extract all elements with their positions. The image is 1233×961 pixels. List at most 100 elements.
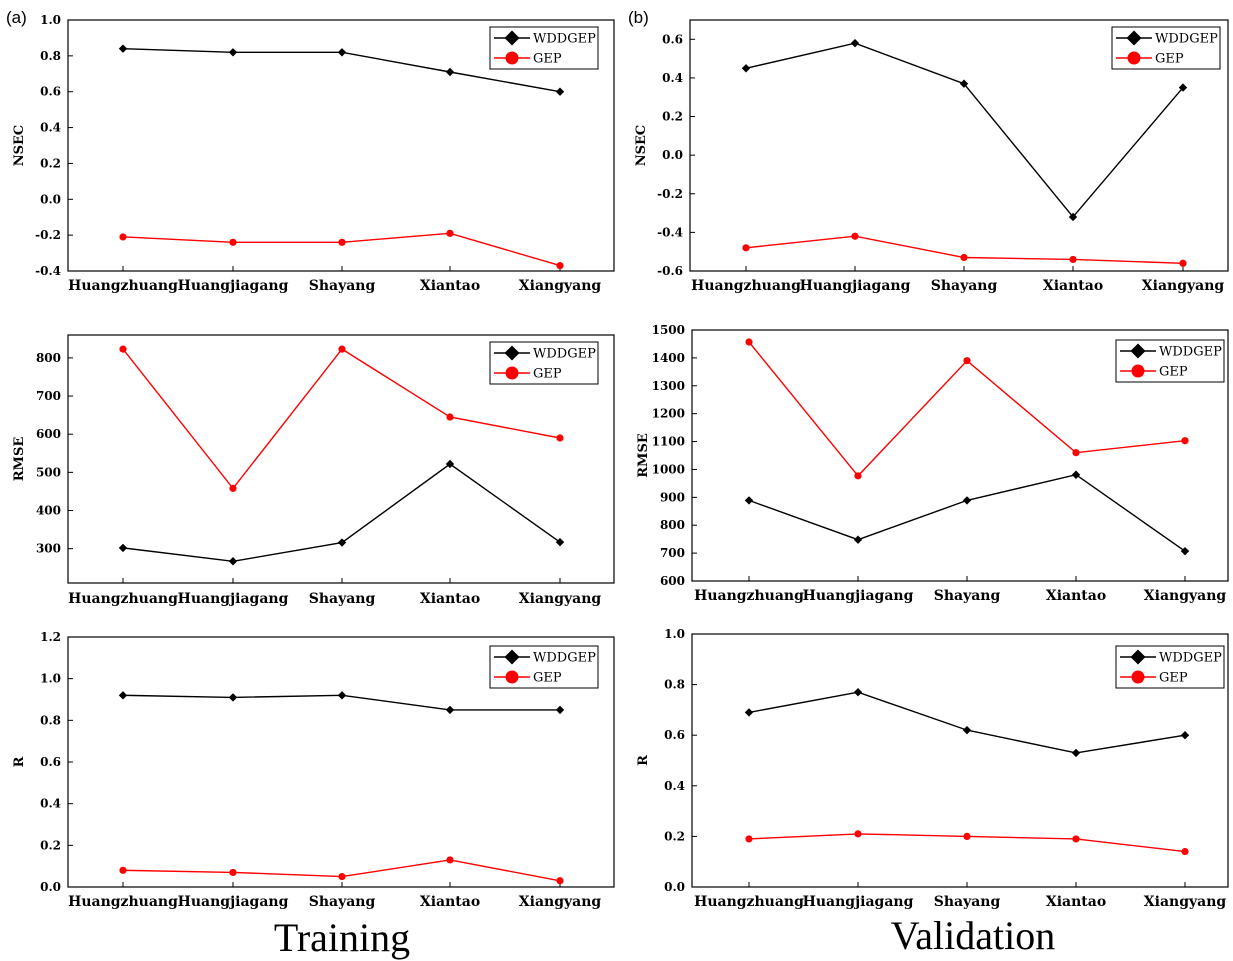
legend-label-wddgep: WDDGEP [1155, 32, 1218, 47]
point-gep-huangjiagang [229, 868, 237, 877]
x-tick-label-huangjiagang: Huangjiagang [803, 894, 914, 910]
y-tick-label: 0.2 [662, 110, 683, 124]
plot-frame [689, 19, 1229, 272]
x-tick-label-xiangyang: Xiangyang [519, 894, 602, 910]
y-tick-label: 1300 [652, 379, 685, 393]
point-wddgep-huangzhuang [118, 691, 128, 700]
y-tick-label: 0.4 [40, 797, 61, 811]
y-tick-label: 0.8 [40, 49, 61, 63]
y-tick-label: 1.0 [40, 672, 61, 686]
point-wddgep-shayang [959, 79, 969, 88]
point-wddgep-huangjiagang [228, 557, 238, 566]
legend-label-gep: GEP [1159, 365, 1188, 380]
point-wddgep-huangzhuang [744, 496, 754, 505]
y-tick-label: 1500 [652, 323, 685, 337]
legend-label-wddgep: WDDGEP [533, 347, 596, 362]
x-tick-label-xiantao: Xiantao [1046, 588, 1106, 604]
legend: WDDGEP GEP [489, 645, 599, 689]
point-wddgep-shayang [962, 725, 972, 735]
chart-val-r: 0.0 0.2 0.4 0.6 0.8 1.0 HuangzhuangHuangjiagan… [636, 627, 1229, 910]
x-tick-label-xiangyang: Xiangyang [519, 591, 602, 607]
point-wddgep-shayang [337, 48, 347, 57]
y-tick-label: 500 [36, 465, 61, 479]
x-tick-label-xiangyang: Xiangyang [1144, 894, 1227, 910]
y-tick-label: 0.2 [40, 838, 61, 852]
y-tick-label: 1400 [652, 351, 685, 365]
series-line-wddgep [748, 473, 1186, 552]
point-gep-xiangyang [1181, 437, 1189, 445]
point-gep-shayang [963, 357, 971, 365]
y-tick-label: 0.0 [664, 880, 685, 894]
plot-frame [67, 334, 615, 584]
legend-label-gep: GEP [533, 671, 562, 686]
legend-marker-gep [505, 366, 519, 380]
y-tick-label: 900 [660, 490, 685, 504]
point-wddgep-xiantao [1071, 470, 1081, 479]
point-wddgep-huangzhuang [744, 708, 754, 717]
point-wddgep-shayang [337, 538, 347, 547]
legend-label-wddgep: WDDGEP [1159, 345, 1222, 360]
point-wddgep-huangzhuang [118, 543, 128, 553]
point-wddgep-xiangyang [555, 87, 565, 96]
point-wddgep-xiangyang [555, 537, 565, 547]
legend-label-wddgep: WDDGEP [533, 32, 596, 47]
plot-frame [691, 633, 1229, 888]
point-wddgep-huangjiagang [228, 48, 238, 57]
point-gep-xiantao [1072, 835, 1080, 843]
y-tick-label: 0.0 [662, 148, 683, 162]
legend-marker-gep [1127, 51, 1141, 65]
caption-validation: Validation [891, 913, 1055, 958]
legend-marker-gep [505, 670, 519, 684]
point-gep-xiangyang [1179, 259, 1187, 267]
legend: WDDGEP GEP [1115, 339, 1225, 383]
y-axis-label: RMSE [636, 433, 651, 478]
x-tick-label-shayang: Shayang [309, 894, 376, 910]
point-gep-xiangyang [556, 434, 564, 442]
x-tick-label-shayang: Shayang [934, 894, 1001, 910]
point-gep-huangjiagang [229, 238, 237, 246]
legend: WDDGEP GEP [1111, 26, 1221, 70]
y-tick-label: 300 [36, 542, 61, 556]
point-wddgep-shayang [962, 496, 972, 505]
y-tick-label: -0.4 [35, 264, 61, 278]
point-gep-xiangyang [1181, 847, 1189, 856]
y-tick-label: 1000 [652, 462, 685, 476]
y-tick-label: -0.2 [657, 187, 683, 201]
point-wddgep-huangzhuang [118, 44, 128, 53]
point-wddgep-huangjiagang [850, 38, 860, 48]
y-tick-label: 700 [36, 389, 61, 403]
point-gep-xiangyang [556, 262, 564, 270]
y-tick-label: -0.2 [35, 228, 61, 242]
x-tick-label-huangzhuang: Huangzhuang [68, 894, 178, 910]
point-wddgep-xiantao [1071, 748, 1081, 758]
y-tick-label: 1.0 [664, 627, 685, 641]
x-tick-label-shayang: Shayang [309, 278, 376, 294]
legend-marker-wddgep [504, 30, 520, 46]
legend-marker-gep [1131, 364, 1145, 378]
point-wddgep-xiangyang [1180, 546, 1190, 556]
y-tick-label: 0.8 [664, 678, 685, 692]
legend-marker-wddgep [1130, 649, 1146, 665]
legend-label-wddgep: WDDGEP [1159, 651, 1222, 666]
y-tick-label: -0.6 [657, 264, 683, 278]
y-axis-label: NSEC [634, 125, 649, 167]
x-tick-label-xiantao: Xiantao [420, 591, 480, 607]
point-gep-huangzhuang [742, 244, 750, 252]
panel-label-validation: (b) [628, 8, 649, 27]
point-gep-huangzhuang [119, 866, 127, 874]
chart-val-nsec: -0.6 -0.4 -0.2 0.0 0.2 0.4 0.6 HuangzhuangHuang… [634, 19, 1229, 294]
y-tick-label: 0.0 [40, 192, 61, 206]
point-wddgep-xiangyang [555, 705, 565, 715]
x-tick-label-huangjiagang: Huangjiagang [178, 278, 289, 294]
x-tick-label-xiantao: Xiantao [420, 894, 480, 910]
y-axis-label: RMSE [12, 437, 27, 482]
point-wddgep-huangjiagang [228, 693, 238, 702]
y-axis-label: R [12, 756, 27, 767]
point-gep-huangzhuang [745, 835, 753, 843]
x-tick-label-shayang: Shayang [309, 591, 376, 607]
x-tick-label-huangjiagang: Huangjiagang [178, 894, 289, 910]
plot-frame [67, 19, 615, 272]
y-tick-label: 600 [660, 574, 685, 588]
point-wddgep-huangzhuang [741, 64, 751, 73]
